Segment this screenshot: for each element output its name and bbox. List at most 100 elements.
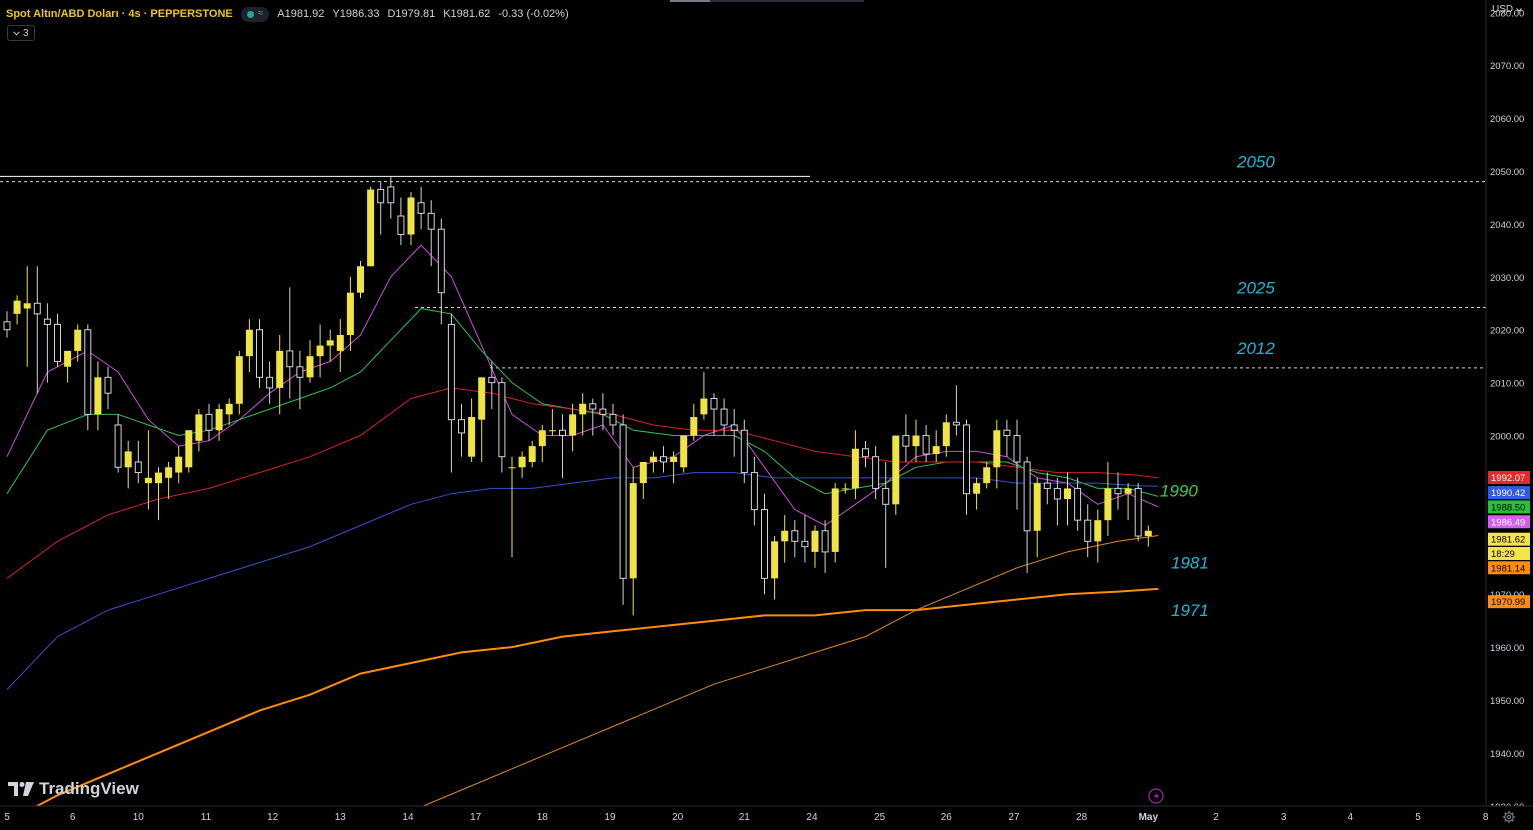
candle-body <box>205 413 213 431</box>
candle-body <box>1074 487 1082 521</box>
candle-body <box>144 477 152 484</box>
x-tick-label: 28 <box>1076 812 1088 823</box>
candle-body <box>538 430 546 447</box>
candle-body <box>94 377 102 415</box>
candle-body <box>1033 483 1041 531</box>
legend-header: Spot Altın/ABD Doları · 4s · PEPPERSTONE… <box>6 6 569 22</box>
level-label-2050: 2050 <box>1236 153 1275 172</box>
price-tag-label: 1981.14 <box>1491 563 1525 574</box>
y-tick-label: 2010.00 <box>1490 379 1524 390</box>
x-tick-label: 19 <box>604 812 616 823</box>
candle-body <box>3 321 11 331</box>
candle-body <box>680 435 688 468</box>
candle-body <box>64 350 72 367</box>
market-status-pill[interactable]: ≈ <box>240 6 270 22</box>
candle-body <box>801 540 809 548</box>
candle-body <box>902 435 910 447</box>
price-tag-box <box>1488 515 1530 529</box>
candle-body <box>74 329 82 351</box>
candle-body <box>579 403 587 415</box>
candle-body <box>548 430 556 432</box>
x-tick-label: 11 <box>201 812 212 823</box>
price-tag-label: 1981.62 <box>1491 535 1525 546</box>
y-tick-label: 2080.00 <box>1490 8 1524 19</box>
y-tick-label: 1940.00 <box>1490 749 1524 760</box>
price-tag-label: 1988.50 <box>1491 502 1525 513</box>
y-tick-label: 2040.00 <box>1490 220 1524 231</box>
candle-body <box>922 435 930 455</box>
candle-body <box>23 303 31 309</box>
price-tag-box <box>1488 532 1530 546</box>
price-tag-label: 1986.49 <box>1491 517 1525 528</box>
price-tag-box <box>1488 470 1530 484</box>
candle-body <box>619 424 627 579</box>
y-tick-label: 1960.00 <box>1490 643 1524 654</box>
top-scroll-bar[interactable] <box>670 0 864 2</box>
candle-body <box>912 435 920 447</box>
candle-body <box>468 417 476 457</box>
level-label-2025: 2025 <box>1236 279 1275 298</box>
chevron-down-icon <box>13 30 20 36</box>
x-tick-label: 5 <box>4 812 10 823</box>
x-tick-label: 25 <box>874 812 886 823</box>
x-tick-label: 13 <box>335 812 347 823</box>
price-tag-box <box>1488 561 1530 575</box>
currency-button[interactable]: USD <box>1492 4 1522 15</box>
symbol-title[interactable]: Spot Altın/ABD Doları · 4s · PEPPERSTONE <box>6 8 233 20</box>
candle-body <box>730 424 738 431</box>
candle-body <box>872 456 880 489</box>
candle-body <box>1104 488 1112 521</box>
currency-label: USD <box>1492 4 1514 15</box>
tradingview-logo-icon <box>8 782 34 796</box>
candle-body <box>1043 482 1051 489</box>
candle-body <box>892 435 900 505</box>
candle-body <box>407 197 415 235</box>
candle-body <box>225 403 233 415</box>
candle-body <box>336 335 344 351</box>
x-tick-label: 6 <box>70 812 76 823</box>
low-value: D1979.81 <box>387 8 436 20</box>
candle-body <box>932 446 940 455</box>
candle-body <box>599 408 607 415</box>
candle-body <box>508 467 516 469</box>
indicators-toggle-button[interactable]: 3 <box>7 25 35 41</box>
candle-body <box>1094 520 1102 542</box>
tradingview-logo[interactable]: TradingView <box>8 779 139 799</box>
top-scroll-thumb[interactable] <box>670 0 710 2</box>
candle-body <box>862 448 869 458</box>
y-tick-label: 2070.00 <box>1490 61 1524 72</box>
candle-body <box>134 461 142 474</box>
candle-body <box>488 376 496 384</box>
candle-body <box>781 530 789 542</box>
candle-body <box>397 215 405 236</box>
price-tag-box <box>1488 500 1530 514</box>
candle-body <box>973 483 981 494</box>
candle-body <box>1124 488 1132 494</box>
candle-body <box>771 541 779 579</box>
annotation-1990: 1990 <box>1160 482 1198 501</box>
price-tag-label: 18:29 <box>1491 549 1515 560</box>
candle-body <box>882 487 890 505</box>
candle-body <box>13 300 21 314</box>
candle-body <box>831 488 839 552</box>
candle-body <box>1084 519 1092 542</box>
wave-icon: ≈ <box>257 8 264 19</box>
x-tick-label: 27 <box>1008 812 1020 823</box>
gear-icon[interactable] <box>1502 810 1516 824</box>
x-tick-label: 12 <box>267 812 279 823</box>
candle-body <box>296 366 304 378</box>
x-tick-label: 4 <box>1348 812 1354 823</box>
y-tick-label: 1950.00 <box>1490 696 1524 707</box>
candle-body <box>963 424 970 495</box>
lightning-bolt-icon <box>1154 791 1159 802</box>
lightning-icon <box>1148 788 1164 804</box>
market-open-dot-icon <box>246 10 254 18</box>
x-tick-label: 17 <box>470 812 482 823</box>
candle-body <box>498 382 506 458</box>
candle-body <box>306 356 314 378</box>
candle-body <box>316 345 324 357</box>
y-tick-label: 2030.00 <box>1490 273 1524 284</box>
candle-body <box>54 323 61 362</box>
